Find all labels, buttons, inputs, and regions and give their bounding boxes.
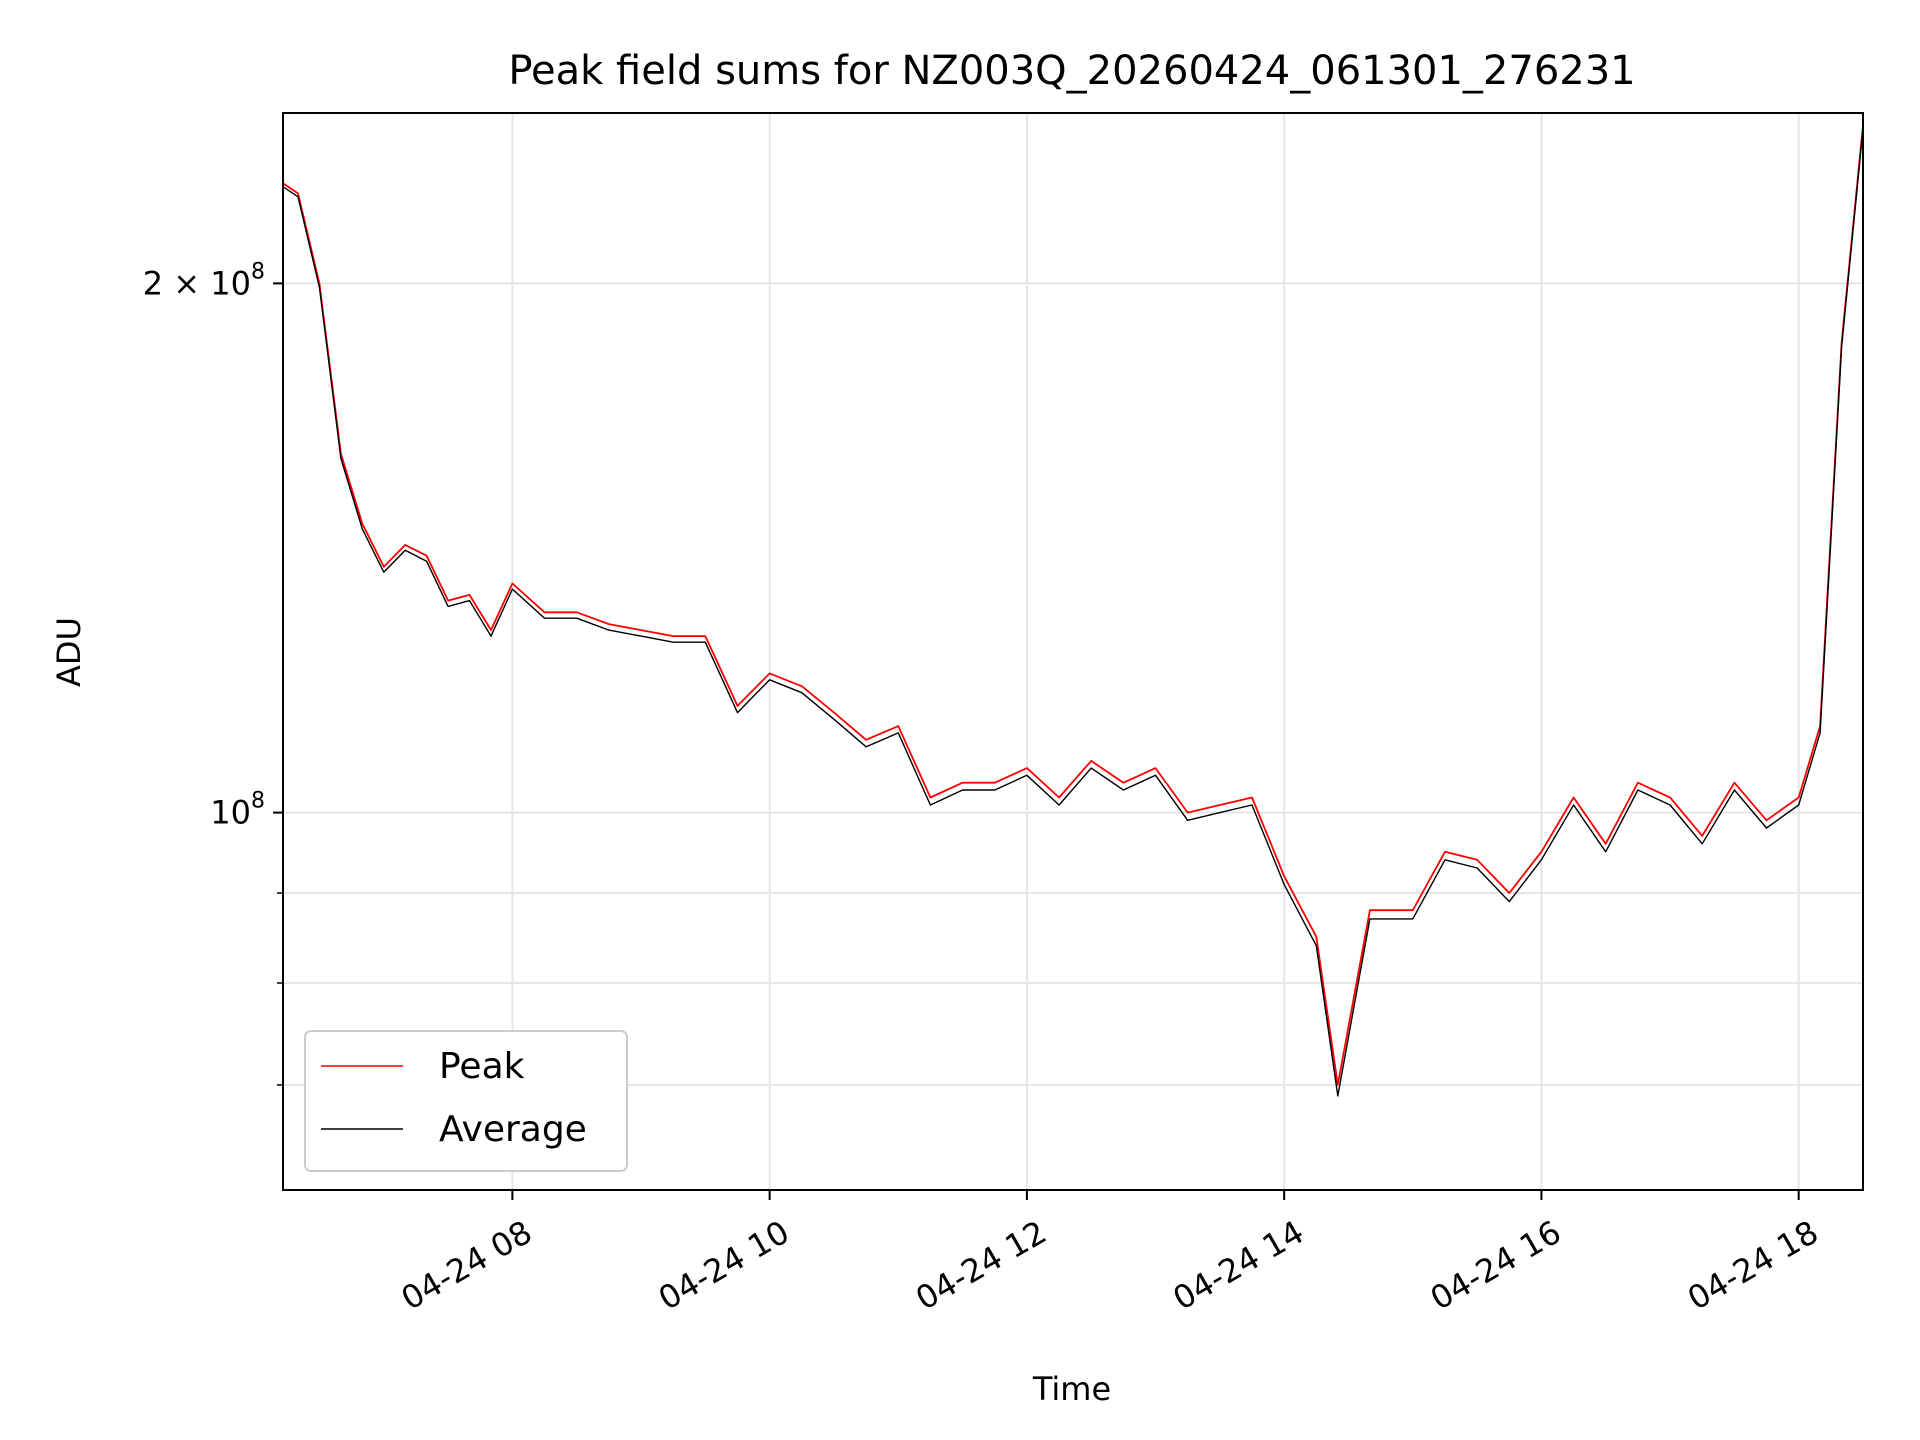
y-tick-label-exponent: 8: [251, 789, 265, 814]
y-tick-label-base: 10: [210, 794, 251, 832]
x-axis-label: Time: [1032, 1370, 1111, 1408]
legend: Peak Average: [304, 1030, 628, 1172]
y-tick-label-exponent: 8: [251, 259, 265, 284]
chart-title: Peak field sums for NZ003Q_20260424_0613…: [508, 48, 1635, 94]
y-tick-label: 2 × 108: [143, 259, 265, 302]
series-line-average: [283, 128, 1863, 1097]
y-tick-label-prefix: 2 ×: [143, 264, 211, 302]
series-line-peak: [283, 125, 1863, 1086]
y-tick-label-base: 10: [210, 264, 251, 302]
grid: [283, 113, 1863, 1190]
y-axis-label: ADU: [50, 617, 88, 687]
plot-frame: [282, 112, 1864, 1191]
y-tick-label: 108: [210, 789, 265, 832]
legend-label-average: Average: [439, 1109, 587, 1150]
plot-series: [283, 125, 1863, 1097]
legend-label-peak: Peak: [439, 1046, 525, 1087]
